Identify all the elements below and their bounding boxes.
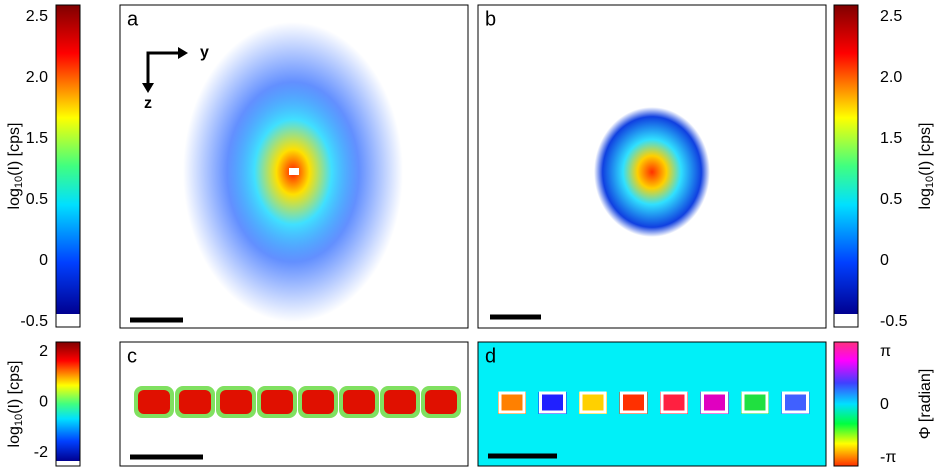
panel-b: b (477, 4, 827, 329)
beamstop (289, 168, 299, 175)
colorbar-tick-label: 2 (39, 343, 48, 360)
colorbar-tick-label: -π (880, 449, 896, 466)
particle-core (220, 390, 252, 414)
particle-box (741, 391, 769, 414)
particle (660, 392, 688, 414)
particle (498, 392, 526, 414)
particle-box (498, 391, 526, 414)
colorbar-scale (55, 4, 81, 328)
frame (477, 341, 827, 467)
panel-label: d (485, 345, 496, 367)
particle-core (343, 390, 375, 414)
label-part: Φ [radian] (917, 369, 934, 440)
particle-core (384, 390, 416, 414)
colorbar-tick-label: 2.5 (880, 8, 902, 25)
particle-core (302, 390, 334, 414)
panel-c: c (119, 341, 469, 467)
colorbar-label: log10(I) [cps] (917, 123, 936, 210)
colorbar-tick-label: π (880, 343, 891, 360)
label-part: (I) [cps] (6, 361, 23, 414)
colorbar-tick-label: 2.0 (880, 69, 902, 86)
colorbar-tick-label: 1.5 (26, 130, 48, 147)
colorbar-tick-label: 0 (880, 396, 889, 413)
particle (700, 392, 729, 414)
panel-label: b (485, 8, 496, 30)
particle-box (660, 391, 688, 414)
particle-box (579, 391, 607, 414)
axis-arrows (146, 51, 180, 90)
label-part: 10 (924, 176, 936, 188)
arrow-heads (142, 47, 188, 93)
particle (579, 392, 607, 414)
colorbar-label: Φ [radian] (917, 369, 934, 440)
particle (538, 392, 567, 414)
particle (741, 392, 769, 414)
colorbar-tick-label: 0.5 (880, 191, 902, 208)
panel-a: y z a (119, 4, 469, 329)
colorbar: π 0 -π Φ [radian] (833, 341, 934, 467)
label-part: log (6, 426, 23, 447)
label-part: 10 (13, 414, 25, 426)
particle-box (782, 391, 809, 414)
panel-label: a (127, 8, 139, 30)
particle-core (179, 390, 211, 414)
particle (619, 392, 648, 414)
particle-box (539, 391, 566, 414)
colorbar-tick-label: 2.5 (26, 8, 48, 25)
colorbar-tick-label: 0 (39, 394, 48, 411)
panel-d: d (477, 341, 827, 467)
label-part: (I) [cps] (6, 123, 23, 176)
axis-y: y (200, 44, 209, 61)
colorbar-tick-label: 0 (39, 252, 48, 269)
colorbar-tick-label: 0.5 (26, 191, 48, 208)
colorbar-scale (55, 341, 81, 467)
colorbar-tick-label: -0.5 (880, 313, 908, 330)
colorbar-tick-label: -0.5 (20, 313, 48, 330)
label-part: (I) [cps] (917, 123, 934, 176)
particle-box (701, 391, 728, 414)
colorbar: 2.5 2.0 1.5 0.5 0 -0.5 log10(I) [cps] (833, 4, 936, 330)
label-part: 10 (13, 176, 25, 188)
particle-box (620, 391, 647, 414)
colorbar-scale (833, 4, 859, 328)
particle-core (261, 390, 293, 414)
image (594, 107, 710, 237)
colorbar-label: log10(I) [cps] (6, 361, 25, 448)
particle-core (138, 390, 170, 414)
colorbar-tick-label: 0 (880, 252, 889, 269)
colorbar-tick-label: -2 (34, 444, 48, 461)
particle-core (425, 390, 457, 414)
colorbar: 2.5 2.0 1.5 0.5 0 -0.5 log10(I) [cps] (6, 4, 81, 330)
colorbar-tick-label: 1.5 (880, 130, 902, 147)
panel-label: c (127, 345, 137, 367)
colorbar: 2 0 -2 log10(I) [cps] (6, 341, 81, 467)
colorbar-scale (833, 341, 859, 467)
label-part: log (917, 188, 934, 209)
axis-z: z (144, 95, 152, 112)
particle (781, 392, 810, 414)
colorbar-tick-label: 2.0 (26, 69, 48, 86)
label-part: log (6, 188, 23, 209)
colorbar-label: log10(I) [cps] (6, 123, 25, 210)
